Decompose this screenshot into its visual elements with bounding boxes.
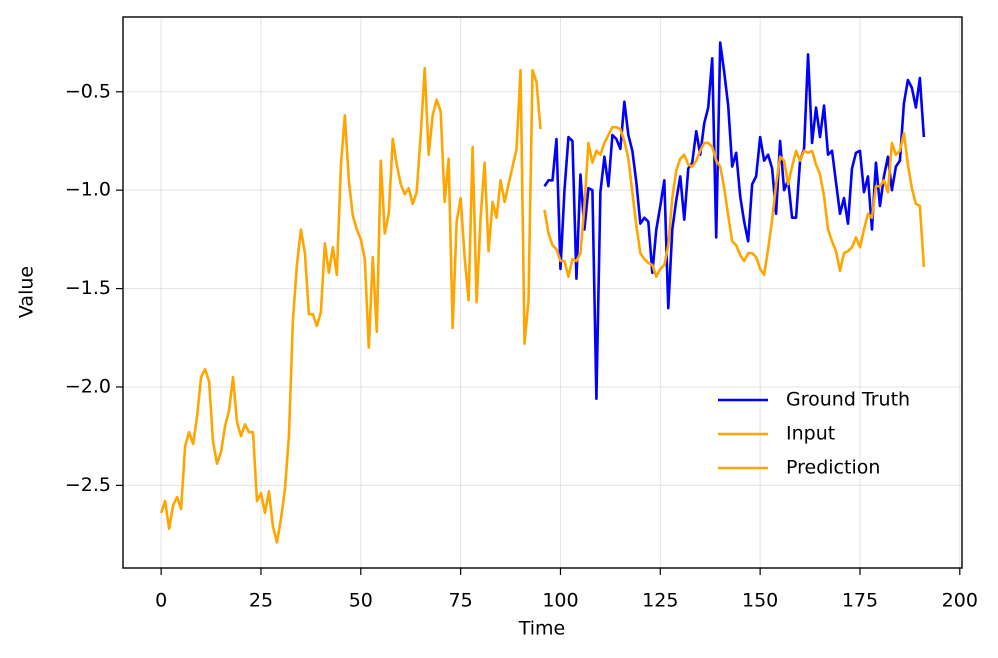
- legend-label: Input: [786, 423, 835, 445]
- plot-frame: [122, 16, 963, 569]
- legend-label: Ground Truth: [786, 389, 910, 411]
- series-line: [543, 125, 926, 279]
- legend-label: Prediction: [786, 457, 880, 479]
- series-line: [543, 41, 926, 401]
- x-tick-label: 125: [642, 590, 678, 612]
- y-tick-label: −1.5: [65, 277, 111, 299]
- x-tick-label: 100: [542, 590, 578, 612]
- y-tick-label: −2.5: [65, 474, 111, 496]
- x-axis-label: Time: [518, 618, 566, 640]
- y-tick-label: −0.5: [65, 80, 111, 102]
- x-tick-label: 175: [842, 590, 878, 612]
- x-tick-label: 200: [942, 590, 978, 612]
- y-axis-label: Value: [16, 266, 38, 318]
- x-tick-label: 25: [249, 590, 273, 612]
- x-tick-label: 150: [742, 590, 778, 612]
- y-tick-label: −1.0: [65, 179, 111, 201]
- x-tick-label: 0: [155, 590, 167, 612]
- x-tick-label: 50: [349, 590, 373, 612]
- series-line: [159, 66, 542, 544]
- y-tick-label: −2.0: [65, 375, 111, 397]
- x-tick-label: 75: [449, 590, 473, 612]
